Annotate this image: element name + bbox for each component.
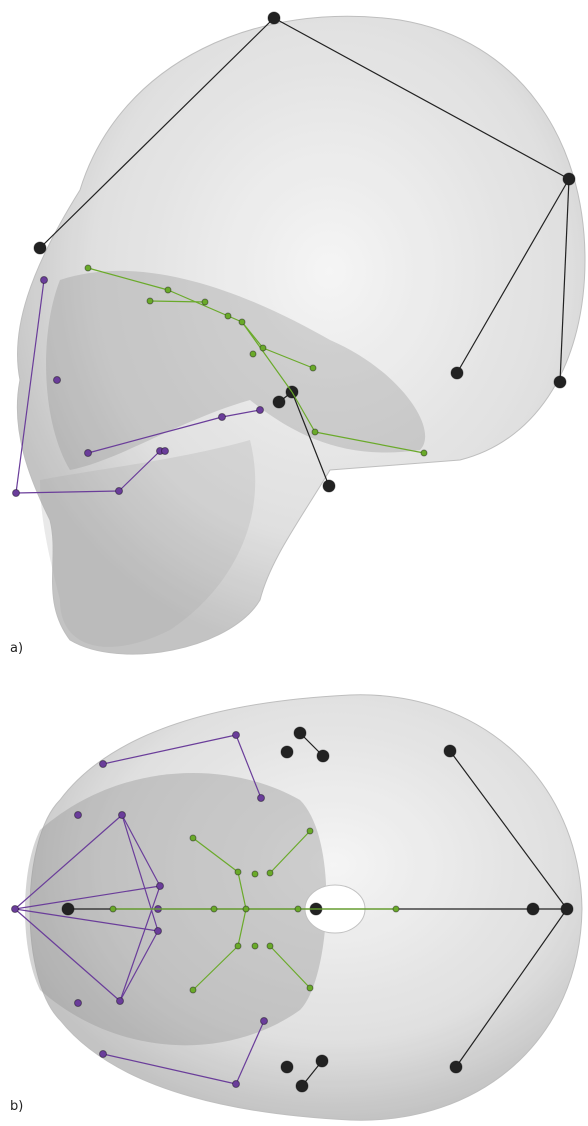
landmark [75, 1000, 82, 1007]
landmark [239, 319, 245, 325]
landmark [451, 367, 463, 379]
landmark [307, 985, 313, 991]
landmark [85, 265, 91, 271]
landmark [233, 732, 240, 739]
landmark [250, 351, 256, 357]
landmark [281, 746, 293, 758]
panel-label: a) [10, 641, 23, 656]
landmark [162, 448, 169, 455]
landmark [281, 1061, 293, 1073]
landmark [100, 761, 107, 768]
landmark [117, 998, 124, 1005]
landmark [165, 287, 171, 293]
landmark [267, 943, 273, 949]
landmark [116, 488, 123, 495]
skull-basal [25, 695, 582, 1120]
landmark [267, 870, 273, 876]
landmark [233, 1081, 240, 1088]
figure: a) b) [0, 0, 588, 1126]
landmark [62, 903, 74, 915]
landmark [323, 480, 335, 492]
landmark [295, 906, 301, 912]
landmark [211, 906, 217, 912]
landmark [85, 450, 92, 457]
landmark [561, 903, 573, 915]
landmark [444, 745, 456, 757]
page: a) b) (() => { const data = JSON.parse(d… [0, 0, 588, 1126]
landmark [235, 869, 241, 875]
landmark [257, 407, 264, 414]
landmark [258, 795, 265, 802]
landmark [252, 871, 258, 877]
landmark [157, 883, 164, 890]
skull-lateral [17, 16, 585, 654]
landmark [190, 987, 196, 993]
landmark [41, 277, 48, 284]
landmark [317, 750, 329, 762]
landmark [110, 906, 116, 912]
landmark [268, 12, 280, 24]
landmark [34, 242, 46, 254]
landmark [294, 727, 306, 739]
landmark [260, 345, 266, 351]
landmark [100, 1051, 107, 1058]
landmark [252, 943, 258, 949]
landmark [261, 1018, 268, 1025]
landmark [225, 313, 231, 319]
landmark [119, 812, 126, 819]
landmark [75, 812, 82, 819]
landmark [190, 835, 196, 841]
panel-label: b) [10, 1099, 23, 1114]
landmark [307, 828, 313, 834]
landmark [147, 298, 153, 304]
landmark [312, 429, 318, 435]
landmark [219, 414, 226, 421]
landmark [296, 1080, 308, 1092]
landmark [421, 450, 427, 456]
landmark [12, 906, 19, 913]
landmark [155, 928, 162, 935]
landmark [235, 943, 241, 949]
landmark [310, 365, 316, 371]
landmark [393, 906, 399, 912]
landmark [273, 396, 285, 408]
landmark [316, 1055, 328, 1067]
landmark [202, 299, 208, 305]
landmark [527, 903, 539, 915]
landmark [243, 906, 249, 912]
landmark [450, 1061, 462, 1073]
landmark [13, 490, 20, 497]
landmark [54, 377, 61, 384]
landmark [554, 376, 566, 388]
landmark [563, 173, 575, 185]
